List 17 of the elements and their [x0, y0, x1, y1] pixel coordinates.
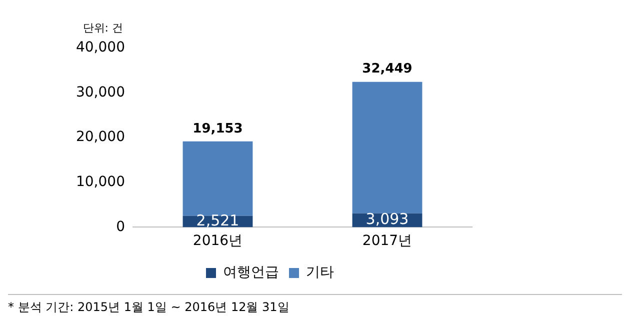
data-label: 3,093	[366, 210, 409, 228]
total-label: 19,153	[192, 121, 243, 136]
data-label: 2,521	[196, 211, 240, 230]
text: * 분석 기간: 2015년 1월 1일 ~ 2016년 12월 31일	[8, 299, 290, 316]
y-tick-label: 10,000	[76, 174, 125, 190]
y-tick-label: 20,000	[76, 129, 125, 146]
bar	[352, 82, 422, 214]
y-tick-label: 30,000	[76, 84, 125, 100]
y-tick-label: 40,000	[76, 40, 125, 56]
bar	[182, 141, 253, 216]
legend-label: 기타	[306, 264, 334, 281]
y-axis-title: 단위: 건	[82, 21, 123, 34]
x-tick-label: 2016년	[192, 233, 243, 250]
x-tick-label: 2017년	[362, 233, 412, 250]
y-tick-label: 0	[116, 218, 125, 235]
legend-label: 여행언급	[223, 264, 279, 281]
total-label: 32,449	[362, 62, 412, 77]
